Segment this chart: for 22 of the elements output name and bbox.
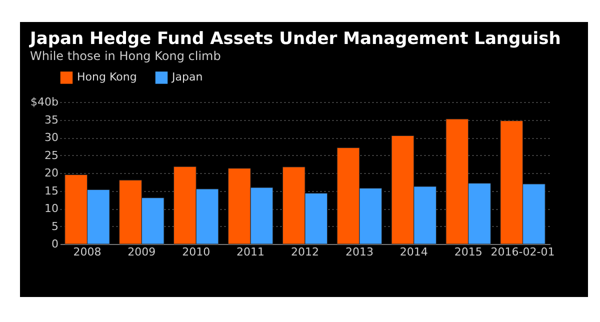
y-tick-label: 0 (52, 238, 58, 250)
y-tick-label: 25 (44, 148, 58, 162)
y-tick-label: 35 (44, 113, 58, 126)
y-tick-label: 15 (44, 184, 58, 198)
x-tick-label: 2008 (73, 246, 102, 258)
legend-label: Hong Kong (77, 70, 137, 84)
y-tick-label: 10 (44, 202, 58, 215)
x-tick-label: 2009 (128, 246, 156, 258)
x-tick-label: 2012 (291, 246, 319, 258)
y-tick-label: 20 (44, 166, 58, 180)
chart-title: Japan Hedge Fund Assets Under Management Languish (29, 29, 561, 49)
chart-subtitle: While those in Hong Kong climb (30, 49, 221, 63)
y-tick-label: 5 (52, 220, 58, 233)
x-tick-label: 2016-02-01 (490, 246, 555, 258)
legend-label: Japan (171, 70, 203, 84)
y-tick-label: $40b (30, 96, 59, 108)
x-tick-label: 2010 (182, 246, 210, 258)
x-tick-label: 2011 (236, 246, 265, 258)
x-tick-label: 2014 (400, 246, 428, 258)
x-tick-label: 2013 (345, 246, 374, 258)
y-tick-label: 30 (44, 131, 58, 144)
x-tick-label: 2015 (454, 246, 482, 258)
